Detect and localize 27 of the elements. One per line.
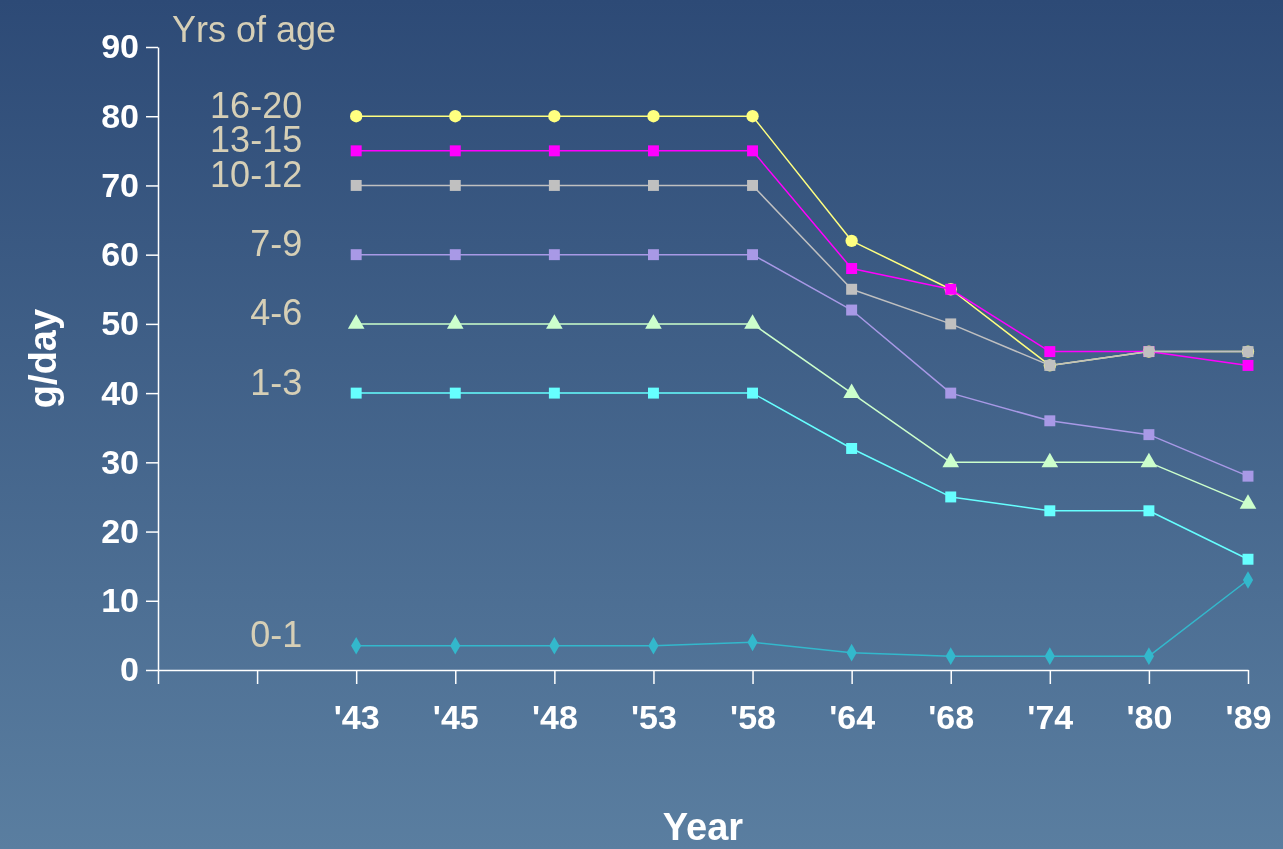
y-tick-label: 70 <box>101 165 139 204</box>
series-label: 4-6 <box>250 292 303 334</box>
y-tick-label: 90 <box>101 27 139 66</box>
y-tick-label: 50 <box>101 304 139 343</box>
x-tick-label: '53 <box>631 698 677 736</box>
x-tick-label: '45 <box>432 698 479 736</box>
y-tick-label: 80 <box>101 96 139 135</box>
series-label: 7-9 <box>250 223 303 265</box>
x-tick-label: '89 <box>1225 698 1272 736</box>
series-label: 1-3 <box>250 361 303 403</box>
x-tick-label: '43 <box>333 698 380 736</box>
y-tick-label: 0 <box>120 650 139 689</box>
y-axis-title: g/day <box>22 308 64 409</box>
x-tick-label: '58 <box>730 698 776 736</box>
legend-title: Yrs of age <box>172 9 337 50</box>
y-tick-label: 20 <box>101 511 139 550</box>
y-tick-label: 10 <box>101 581 139 620</box>
x-axis-title: Year <box>662 806 744 848</box>
series-label: 0-1 <box>250 614 303 656</box>
y-tick-label: 40 <box>101 373 139 412</box>
x-tick-label: '64 <box>829 698 876 736</box>
x-tick-label: '74 <box>1027 698 1074 736</box>
x-tick-label: '48 <box>531 698 578 736</box>
x-tick-label: '80 <box>1126 698 1173 736</box>
y-tick-label: 60 <box>101 235 139 274</box>
x-tick-label: '68 <box>928 698 975 736</box>
y-tick-label: 30 <box>101 442 139 481</box>
